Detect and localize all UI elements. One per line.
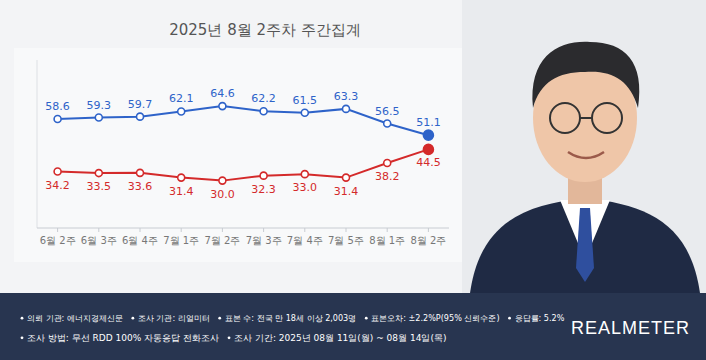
point [384, 159, 391, 166]
x-tick-label: 7월 5주 [328, 235, 364, 246]
point [423, 144, 433, 154]
data-label: 61.5 [293, 94, 318, 107]
point [423, 130, 433, 140]
tie [576, 208, 594, 282]
point [54, 168, 61, 175]
background [0, 0, 706, 360]
series-line [58, 149, 429, 180]
x-tick-label: 7월 3주 [246, 235, 282, 246]
x-tick-label: 7월 1주 [163, 235, 199, 246]
footer-line: 의뢰 기관: 에너지경제신문 조사 기관: 리얼미터 표본 수: 전국 만 18세 … [21, 313, 565, 323]
point [301, 109, 308, 116]
portrait-bg [462, 0, 706, 293]
point [95, 114, 102, 121]
data-label: 63.3 [334, 90, 359, 103]
data-label: 62.2 [251, 92, 276, 105]
footer: 의뢰 기관: 에너지경제신문 조사 기관: 리얼미터 표본 수: 전국 만 18세 … [21, 313, 565, 343]
bullet [218, 317, 221, 320]
footer-text: 의뢰 기관: 에너지경제신문 [27, 313, 123, 323]
point [343, 174, 350, 181]
data-label: 30.0 [210, 188, 235, 201]
x-tick-label: 6월 4주 [122, 235, 158, 246]
glasses-bridge [580, 117, 592, 119]
point [301, 171, 308, 178]
plot-panel [14, 48, 462, 262]
point [219, 103, 226, 110]
data-label: 38.2 [375, 170, 400, 183]
point [219, 177, 226, 184]
data-label: 51.1 [416, 116, 441, 129]
x-tick [140, 228, 141, 232]
x-tick [181, 228, 182, 232]
glasses-right [592, 103, 622, 133]
x-tick-label: 6월 2주 [40, 235, 76, 246]
data-label: 44.5 [416, 156, 441, 169]
point [178, 174, 185, 181]
x-tick-label: 7월 4주 [287, 235, 323, 246]
data-labels: 58.6 59.3 59.7 62.1 64.6 62.2 61.5 63.3 56.5 51.1… [45, 87, 440, 201]
data-label: 31.4 [334, 185, 359, 198]
bullet [365, 317, 368, 320]
data-label: 56.5 [375, 105, 400, 118]
portrait [462, 0, 706, 293]
mouth [568, 152, 604, 158]
x-tick [222, 228, 223, 232]
point [260, 108, 267, 115]
data-label: 34.2 [45, 179, 70, 192]
x-tick [387, 228, 388, 232]
data-label: 62.1 [169, 92, 194, 105]
data-label: 33.5 [87, 180, 112, 193]
logo: REALMETER [571, 318, 690, 338]
x-tick-label: 8월 1주 [369, 235, 405, 246]
data-label: 33.6 [128, 180, 153, 193]
footer-line: 조사 방법: 무선 RDD 100% 자동응답 전화조사 조사 기간: 2025년… [21, 333, 447, 343]
bullet [508, 317, 511, 320]
canvas: 2025년 8월 2주차 주간집계 6월 2주 6월 3주 6월 4주 7월 1주 7월 … [0, 0, 706, 360]
suit [470, 198, 700, 293]
data-label: 31.4 [169, 185, 194, 198]
glasses-left [550, 103, 580, 133]
hair [532, 42, 639, 108]
data-label: 58.6 [45, 100, 70, 113]
x-tick [57, 228, 58, 232]
title: 2025년 8월 2주차 주간집계 [169, 21, 361, 39]
x-tick-label: 6월 3주 [81, 235, 117, 246]
x-tick [346, 228, 347, 232]
bullet [21, 317, 24, 320]
data-label: 64.6 [210, 87, 235, 100]
x-tick [98, 228, 99, 232]
y-axis-line [37, 60, 38, 228]
data-label: 33.0 [293, 181, 318, 194]
point [137, 113, 144, 120]
x-tick [304, 228, 305, 232]
footer-text: 응답률: 5.2% [515, 313, 565, 323]
x-tick [428, 228, 429, 232]
marks [54, 103, 433, 185]
x-tick [263, 228, 264, 232]
point [260, 172, 267, 179]
footer-text: 표본오차: ±2.2%P(95% 신뢰수준) [371, 313, 499, 323]
x-tick-label: 8월 2주 [410, 235, 446, 246]
point [343, 105, 350, 112]
x-tick-label: 7월 2주 [204, 235, 240, 246]
footer-text: 조사 방법: 무선 RDD 100% 자동응답 전화조사 [27, 333, 219, 343]
bullet [131, 317, 134, 320]
point [384, 120, 391, 127]
point [95, 170, 102, 177]
series-line [58, 106, 429, 135]
footer-text: 표본 수: 전국 만 18세 이상 2,003명 [225, 313, 357, 323]
bullet [228, 336, 231, 339]
footer-text: 조사 기관: 리얼미터 [138, 313, 210, 323]
data-label: 59.7 [128, 98, 153, 111]
point [137, 169, 144, 176]
data-label: 59.3 [87, 99, 112, 112]
point [54, 116, 61, 123]
footer-band [0, 293, 706, 360]
data-label: 32.3 [251, 183, 276, 196]
bullet [21, 336, 24, 339]
point [178, 108, 185, 115]
footer-text: 조사 기간: 2025년 08월 11일(월) ~ 08월 14일(목) [234, 333, 446, 343]
